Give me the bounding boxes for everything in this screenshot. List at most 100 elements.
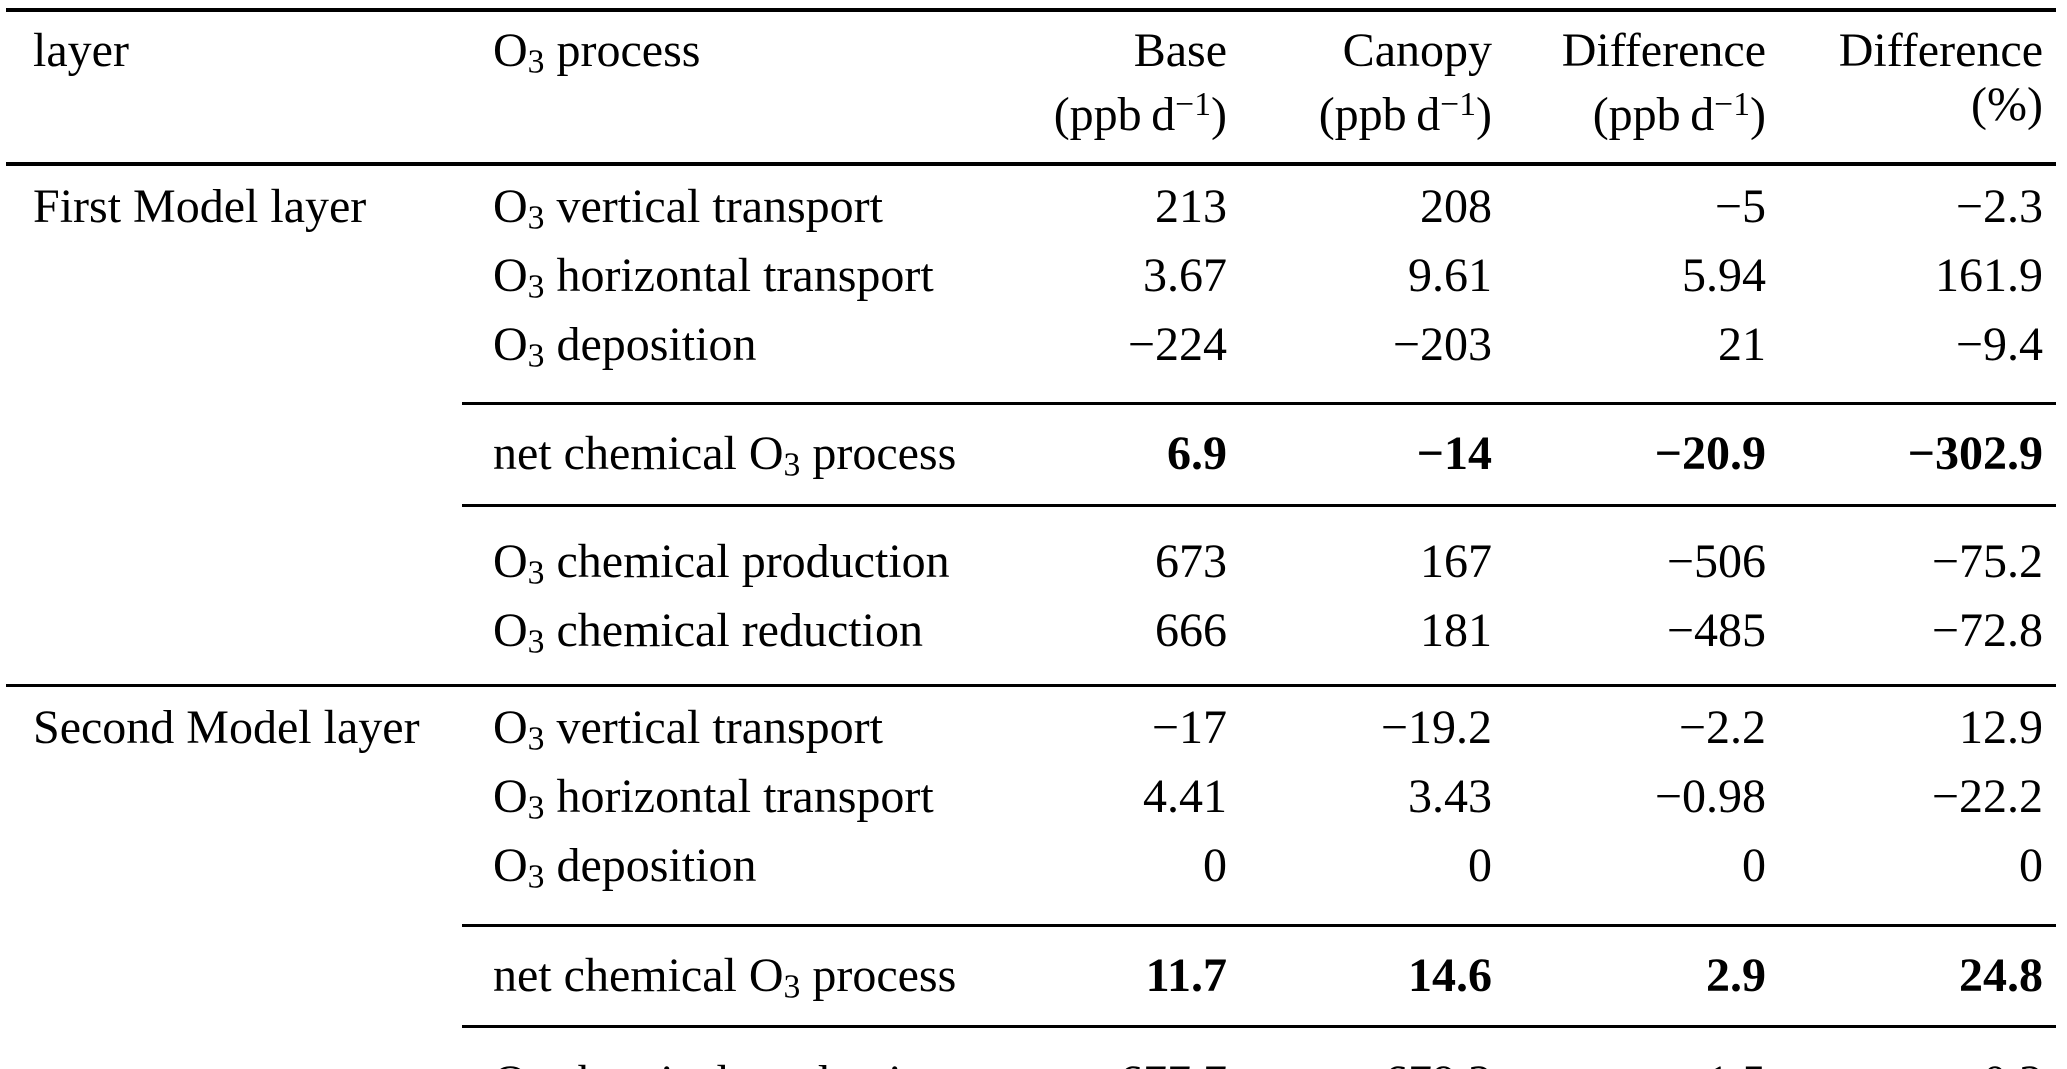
layer-cell <box>6 404 462 506</box>
process-cell: O3 chemical production <box>462 1027 1032 1069</box>
cell-difference: −506 <box>1666 534 1766 588</box>
col-header-layer-label: layer <box>33 24 129 77</box>
col-header-base: Base (ppb d−1) <box>1032 10 1242 167</box>
col-header-canopy: Canopy (ppb d−1) <box>1242 10 1507 167</box>
process-cell: O3 vertical transport <box>462 164 1032 247</box>
col-header-base-name: Base <box>1133 24 1227 77</box>
process-cell: O3 chemical production <box>462 505 1032 601</box>
cell-difference-pct: −2.3 <box>1955 180 2043 234</box>
col-header-process-label: O3 process <box>493 24 701 81</box>
layer-label: First Model layer <box>33 180 367 234</box>
row-o3-deposition: O3 deposition −224 −203 21 −9.4 <box>6 316 2056 404</box>
row-o3-horizontal-transport: O3 horizontal transport 3.67 9.61 5.94 1… <box>6 247 2056 316</box>
cell-difference: 21 <box>1718 317 1766 371</box>
layer-cell <box>6 837 462 925</box>
process-cell: O3 vertical transport <box>462 686 1032 768</box>
cell-difference: 2.9 <box>1507 923 1781 1029</box>
o3-budget-table: layer O3 process Base (ppb d−1) Canopy (… <box>6 8 2056 1069</box>
col-header-difference-name: Difference <box>1561 24 1766 77</box>
cell-base: 673 <box>1155 534 1227 588</box>
layer-label: Second Model layer <box>33 701 420 755</box>
table-header: layer O3 process Base (ppb d−1) Canopy (… <box>6 10 2056 167</box>
process-cell: O3 horizontal transport <box>462 247 1032 316</box>
layer-cell <box>6 505 462 601</box>
cell-canopy: 0 <box>1468 838 1492 892</box>
cell-base: 4.41 <box>1143 770 1227 824</box>
cell-base: 6.9 <box>1032 402 1242 507</box>
process-cell: O3 deposition <box>462 316 1032 404</box>
col-header-difference-pct-name: Difference <box>1838 24 2043 77</box>
cell-canopy: −203 <box>1392 317 1492 371</box>
cell-difference-pct: 12.9 <box>1959 701 2043 755</box>
cell-difference-pct: −9.4 <box>1955 317 2043 371</box>
cell-difference-pct: 161.9 <box>1935 248 2043 302</box>
cell-base: 666 <box>1032 601 1242 688</box>
process-label: O3 chemical reduction <box>493 603 923 661</box>
row-o3-deposition: O3 deposition 0 0 0 0 <box>6 837 2056 925</box>
cell-base: 11.7 <box>1032 923 1242 1029</box>
cell-canopy: −19.2 <box>1380 701 1492 755</box>
section-first-model-layer: First Model layer O3 vertical transport … <box>6 164 2056 688</box>
process-label: O3 chemical production <box>493 1056 950 1069</box>
cell-difference-pct: 24.8 <box>1781 923 2056 1029</box>
row-net-chemical-o3-process: net chemical O3 process 11.7 14.6 2.9 24… <box>6 923 2056 1029</box>
cell-difference: −5 <box>1714 180 1766 234</box>
cell-canopy: 167 <box>1420 534 1492 588</box>
row-o3-vertical-transport: First Model layer O3 vertical transport … <box>6 164 2056 247</box>
layer-cell <box>6 768 462 837</box>
cell-canopy: −14 <box>1242 402 1507 507</box>
col-header-difference-pct: Difference (%) <box>1781 10 2056 167</box>
layer-cell <box>6 247 462 316</box>
process-label: O3 horizontal transport <box>493 770 934 827</box>
cell-difference-pct: −302.9 <box>1781 402 2056 507</box>
cell-difference: 0 <box>1742 838 1766 892</box>
cell-base: −224 <box>1127 317 1227 371</box>
cell-difference-pct: 0.2 <box>1781 1027 2056 1069</box>
cell-difference: 5.94 <box>1682 248 1766 302</box>
process-label: net chemical O3 process <box>493 427 957 484</box>
cell-difference: 1.5 <box>1507 1027 1781 1069</box>
cell-difference-pct: −75.2 <box>1931 534 2043 588</box>
layer-cell: Second Model layer <box>6 686 462 768</box>
layer-cell <box>6 601 462 688</box>
cell-base: 3.67 <box>1143 248 1227 302</box>
header-row: layer O3 process Base (ppb d−1) Canopy (… <box>6 10 2056 167</box>
col-header-difference-pct-unit: (%) <box>1971 78 2043 131</box>
cell-difference-pct: −22.2 <box>1931 770 2043 824</box>
row-o3-horizontal-transport: O3 horizontal transport 4.41 3.43 −0.98 … <box>6 768 2056 837</box>
cell-base: 213 <box>1155 180 1227 234</box>
col-header-base-unit: (ppb d−1) <box>1053 86 1227 142</box>
cell-difference: −0.98 <box>1654 770 1766 824</box>
row-net-chemical-o3-process: net chemical O3 process 6.9 −14 −20.9 −3… <box>6 402 2056 507</box>
process-label: O3 deposition <box>493 317 757 375</box>
process-cell: net chemical O3 process <box>462 402 1032 507</box>
row-o3-chemical-reduction: O3 chemical reduction 666 181 −485 −72.8 <box>6 601 2056 688</box>
col-header-layer: layer <box>6 10 462 167</box>
col-header-canopy-name: Canopy <box>1342 24 1492 77</box>
process-cell: net chemical O3 process <box>462 923 1032 1029</box>
process-cell: O3 horizontal transport <box>462 768 1032 837</box>
cell-canopy: 208 <box>1420 180 1492 234</box>
cell-canopy: 181 <box>1242 601 1507 688</box>
cell-base: −17 <box>1151 701 1227 755</box>
cell-canopy: 9.61 <box>1408 248 1492 302</box>
cell-canopy: 14.6 <box>1242 923 1507 1029</box>
layer-cell <box>6 925 462 1027</box>
process-label: O3 horizontal transport <box>493 248 934 306</box>
layer-cell: First Model layer <box>6 164 462 247</box>
col-header-canopy-unit: (ppb d−1) <box>1318 86 1492 142</box>
col-header-difference: Difference (ppb d−1) <box>1507 10 1781 167</box>
process-cell: O3 chemical reduction <box>462 601 1032 688</box>
cell-difference-pct: 0 <box>2019 838 2043 892</box>
section-second-model-layer: Second Model layer O3 vertical transport… <box>6 686 2056 1069</box>
cell-base: 0 <box>1203 838 1227 892</box>
process-label: O3 chemical production <box>493 534 950 592</box>
layer-cell <box>6 316 462 404</box>
cell-difference-pct: −72.8 <box>1781 601 2056 688</box>
row-o3-chemical-production: O3 chemical production 677.7 679.2 1.5 0… <box>6 1027 2056 1069</box>
process-label: O3 deposition <box>493 838 757 896</box>
col-header-difference-unit: (ppb d−1) <box>1592 86 1766 142</box>
row-o3-vertical-transport: Second Model layer O3 vertical transport… <box>6 686 2056 768</box>
row-o3-chemical-production: O3 chemical production 673 167 −506 −75.… <box>6 505 2056 601</box>
process-label: net chemical O3 process <box>493 948 957 1006</box>
